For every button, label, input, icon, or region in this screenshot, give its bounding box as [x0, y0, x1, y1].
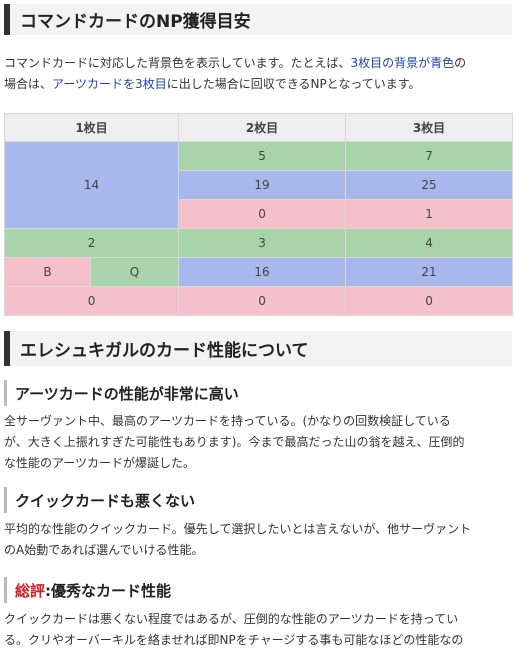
arts-subheading: アーツカードの性能が非常に高い [4, 380, 512, 406]
summary-label: 総評 [15, 581, 46, 600]
intro-text: の [454, 56, 467, 70]
table-header-row: 1枚目 2枚目 3枚目 [3, 113, 514, 142]
cell-value: 16 [178, 257, 347, 287]
cell-value: 7 [345, 141, 514, 171]
cell-first-q-label: Q [89, 257, 180, 287]
quick-paragraph: 平均的な性能のクイックカード。優先して選択したいとは言えないが、他サーヴァント … [4, 519, 512, 561]
paragraph-line: が、大きく上振れすぎた可能性もあります)。今まで最高だった山の翁を越え、圧倒的 [4, 435, 465, 449]
np-intro-line-1: コマンドカードに対応した背景色を表示しています。たとえば、3枚目の背景が青色の [4, 53, 512, 74]
cell-value: 1 [345, 199, 514, 229]
cell-value: 0 [178, 286, 347, 316]
cell-value: 19 [178, 170, 347, 200]
cell-value: 5 [178, 141, 347, 171]
cell-first-quick: 2 [3, 228, 180, 258]
table-row: 0 1 [5, 199, 514, 229]
np-gain-table: 1枚目 2枚目 3枚目 14 5 7 19 25 0 1 2 3 4 B Q 1… [3, 113, 514, 316]
table-row: 19 25 [5, 170, 514, 200]
arts-subheading-text: アーツカードの性能が非常に高い [15, 384, 239, 403]
paragraph-line: る。クリやオーバーキルを絡ませれば即NPをチャージする事も可能なほどの性能なの [4, 633, 464, 647]
header-first-card: 1枚目 [3, 113, 180, 142]
cell-value: 4 [345, 228, 514, 258]
table-row: B Q 16 21 [4, 257, 514, 287]
card-performance-heading: エレシュキガルのカード性能について [4, 331, 512, 366]
paragraph-line: クイックカードは悪くない程度ではあるが、圧倒的な性能のアーツカードを持ってい [4, 612, 459, 626]
header-second-card: 2枚目 [178, 113, 347, 142]
paragraph-line: のA始動であれば選んでいける性能。 [4, 543, 204, 557]
np-section-heading-text: コマンドカードのNP獲得目安 [20, 12, 251, 32]
paragraph-line: 平均的な性能のクイックカード。優先して選択したいとは言えないが、他サーヴァント [4, 522, 472, 536]
cell-value: 25 [345, 170, 514, 200]
paragraph-line: 全サーヴァント中、最高のアーツカードを持っている。(かなりの回数検証している [4, 414, 451, 428]
quick-subheading: クイックカードも悪くない [4, 487, 512, 513]
cell-first-b-label: B [4, 257, 91, 287]
cell-value: 3 [178, 228, 347, 258]
np-intro-paragraph: コマンドカードに対応した背景色を表示しています。たとえば、3枚目の背景が青色の … [4, 53, 512, 95]
table-row: 14 5 7 [3, 141, 514, 229]
intro-text: 場合は、 [4, 77, 53, 91]
arts-paragraph: 全サーヴァント中、最高のアーツカードを持っている。(かなりの回数検証している が… [4, 411, 512, 474]
cell-value: 0 [178, 199, 347, 229]
cell-value: 21 [345, 257, 514, 287]
intro-text: コマンドカードに対応した背景色を表示しています。たとえば、 [4, 56, 351, 70]
summary-paragraph: クイックカードは悪くない程度ではあるが、圧倒的な性能のアーツカードを持ってい る… [4, 609, 512, 651]
summary-subheading: 総評:優秀なカード性能 [4, 577, 512, 603]
cell-value: 0 [345, 286, 514, 316]
intro-text: に出した場合に回収できるNPとなっています。 [166, 77, 421, 91]
table-row: 0 0 0 [3, 286, 514, 316]
card-performance-heading-text: エレシュキガルのカード性能について [20, 341, 309, 361]
intro-link-blue-bg[interactable]: 3枚目の背景が青色 [350, 56, 455, 70]
cell-first-arts: 14 [3, 141, 180, 229]
cell-first-buster: 0 [3, 286, 180, 316]
intro-link-arts-third[interactable]: アーツカードを3枚目 [52, 77, 167, 91]
header-third-card: 3枚目 [345, 113, 514, 142]
np-intro-line-2: 場合は、アーツカードを3枚目に出した場合に回収できるNPとなっています。 [4, 74, 512, 95]
quick-subheading-text: クイックカードも悪くない [15, 491, 196, 510]
paragraph-line: な性能のアーツカードが爆誕した。 [4, 456, 196, 470]
np-section-heading: コマンドカードのNP獲得目安 [4, 4, 512, 35]
summary-subheading-text: :優秀なカード性能 [45, 581, 172, 600]
table-row: 2 3 4 [3, 228, 514, 258]
